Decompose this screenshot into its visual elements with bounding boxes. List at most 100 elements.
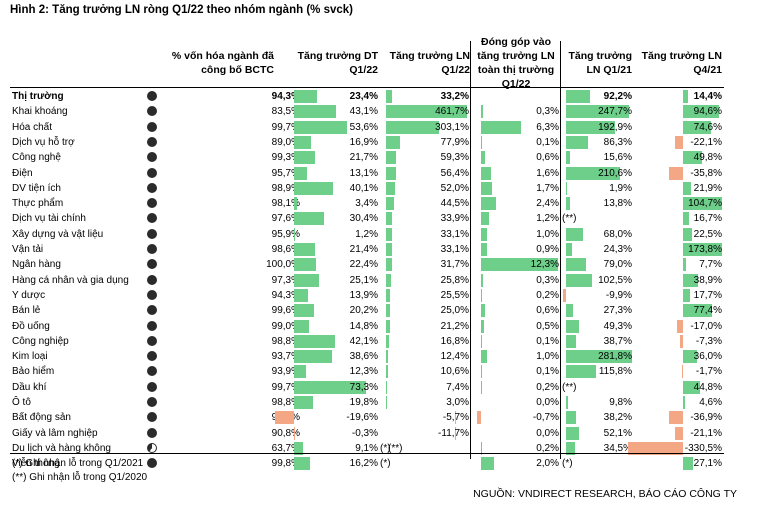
harvey-ball-icon — [147, 335, 157, 346]
q121-value: 1,9% — [609, 182, 632, 194]
ln-bar — [386, 227, 392, 241]
sector-name: Dầu khí — [12, 381, 47, 393]
dt-bar — [294, 304, 314, 318]
ln-bar — [386, 365, 388, 379]
bottom-rule — [10, 453, 724, 454]
q421-value: 77,4% — [693, 305, 722, 317]
q421-bar — [628, 441, 683, 455]
dt-bar — [294, 334, 336, 348]
ln-bar — [386, 396, 387, 409]
dg-value: 0,1% — [536, 366, 559, 378]
table-row: Hàng cá nhân và gia dụng 97,3% 25,1% 25,8% 0… — [10, 273, 724, 288]
table-row: Vận tải 98,6% 21,4% 33,1% 0,9% 24,3% 173,8% — [10, 242, 724, 257]
harvey-ball-icon — [147, 259, 157, 270]
dg-value: 0,1% — [536, 335, 559, 347]
q421-value: -35,8% — [690, 167, 722, 179]
ln-bar — [386, 304, 391, 318]
harvey-ball-icon — [147, 136, 157, 147]
dt-value: 25,1% — [349, 274, 378, 286]
q421-value: 49,8% — [693, 152, 722, 164]
reported-cap-pct: 98,9% — [271, 182, 300, 194]
q121-value: 34,5% — [603, 442, 632, 454]
dg-value: 1,2% — [536, 213, 559, 225]
ln-note: (**) — [388, 442, 403, 454]
ln-value: 77,9% — [440, 136, 469, 148]
q421-value: 38,9% — [693, 274, 722, 286]
q421-bar — [683, 304, 713, 318]
dg-bar — [481, 288, 483, 302]
q421-bar — [683, 396, 685, 409]
q121-bar — [563, 288, 566, 302]
q121-bar — [566, 441, 575, 455]
q121-value: 86,3% — [603, 136, 632, 148]
header-dt-q122: Tăng trưởng DT Q1/22 — [297, 50, 378, 76]
table-row: Hóa chất 99,7% 53,6% 303,1% 6,3% 192,9% 74,6% — [10, 120, 724, 135]
ln-value: 25,5% — [440, 289, 469, 301]
footnote-2: (**) Ghi nhận lỗ trong Q1/2020 — [12, 472, 148, 483]
dt-value: 9,1% — [355, 442, 378, 454]
dt-bar — [294, 396, 314, 409]
q421-bar — [683, 273, 698, 287]
harvey-ball-icon — [147, 305, 157, 316]
dt-bar — [294, 243, 315, 256]
q421-bar — [683, 350, 697, 364]
sector-name: Thị trường — [12, 91, 64, 102]
q121-value: 79,0% — [603, 259, 632, 271]
q121-value: 49,3% — [603, 320, 632, 332]
harvey-ball-icon — [147, 91, 157, 101]
dg-value: 1,0% — [536, 351, 559, 363]
header-rule — [10, 87, 724, 88]
dg-value: -0,7% — [532, 412, 559, 424]
dt-value: 40,1% — [349, 182, 378, 194]
table-row: Công nghệ 99,3% 21,7% 59,3% 0,6% 15,6% 49,8% — [10, 150, 724, 165]
sector-name: Vận tải — [12, 244, 44, 255]
q421-value: 74,6% — [693, 121, 722, 133]
dt-bar — [294, 197, 298, 211]
sector-name: Giấy và lâm nghiệp — [12, 427, 98, 439]
header-contribution: Đóng góp vào tăng trưởng LN toàn thị trư… — [477, 36, 555, 90]
table-row: Ô tô 98,8% 19,8% 3,0% 0,0% 9,8% 4,6% — [10, 395, 724, 410]
q121-value: 210,6% — [598, 167, 632, 179]
ln-value — [409, 456, 469, 471]
sector-name: Du lịch và hàng không — [12, 442, 111, 454]
column-separator — [560, 41, 561, 459]
q121-bar — [566, 151, 570, 165]
dt-bar — [274, 411, 294, 425]
sector-name: Bán lẻ — [12, 305, 41, 317]
q121-value: 27,3% — [603, 305, 632, 317]
dt-bar — [293, 426, 295, 440]
sector-name: Thực phẩm — [12, 198, 64, 210]
harvey-ball-icon — [147, 320, 157, 331]
harvey-ball-icon — [147, 121, 157, 132]
table-row: Y dược 94,3% 13,9% 25,5% 0,2% -9,9% 17,7% — [10, 288, 724, 303]
sector-name: Điện — [12, 167, 33, 179]
table-row: Bán lẻ 99,6% 20,2% 25,0% 0,6% 27,3% 77,4% — [10, 303, 724, 318]
ln-value: 44,5% — [440, 198, 469, 210]
dt-bar — [294, 166, 307, 180]
q421-bar — [683, 181, 692, 195]
sector-name: DV tiện ích — [12, 182, 61, 194]
q421-bar — [683, 380, 701, 394]
table-row: Dịch vụ hỗ trợ 89,0% 16,9% 77,9% 0,1% 86,3% -2… — [10, 135, 724, 150]
dt-value: 21,7% — [349, 152, 378, 164]
dt-value: 19,8% — [349, 397, 378, 408]
q121-value: 24,3% — [603, 244, 632, 255]
reported-cap-pct: 93,7% — [271, 351, 300, 363]
q121-bar — [566, 334, 576, 348]
sector-name: Bảo hiểm — [12, 366, 55, 378]
dt-value: 22,4% — [349, 259, 378, 271]
ln-value: 25,0% — [440, 305, 469, 317]
harvey-ball-icon — [147, 198, 157, 209]
q421-bar — [682, 365, 683, 379]
ln-bar — [386, 151, 397, 165]
q421-value: -330,5% — [684, 442, 722, 454]
dg-bar — [481, 181, 492, 195]
ln-value: 33,1% — [440, 244, 469, 255]
dg-value: 2,4% — [536, 198, 559, 210]
harvey-ball-icon — [147, 289, 157, 300]
dt-value: 21,4% — [349, 244, 378, 255]
q121-note: (**) — [562, 213, 577, 225]
table-row: Bảo hiểm 93,9% 12,3% 10,6% 0,1% 115,8% -1,7% — [10, 364, 724, 379]
q421-value: 104,7% — [688, 198, 722, 210]
ln-value: 33,9% — [440, 213, 469, 225]
